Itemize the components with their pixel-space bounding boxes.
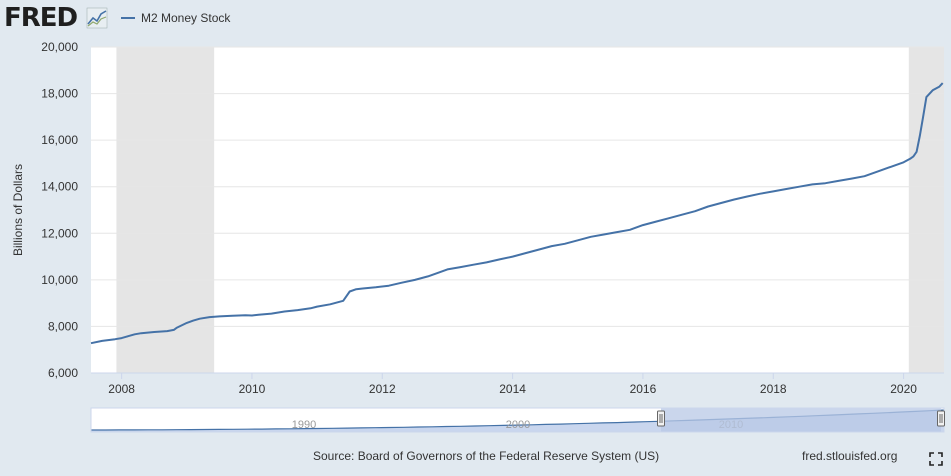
navigator: 199020002010 — [90, 407, 945, 433]
plot-background — [91, 47, 944, 373]
x-tick-label: 2008 — [108, 382, 135, 396]
grid-lines — [91, 46, 944, 374]
fred-logo[interactable]: FRED — [4, 3, 78, 33]
x-tick-label: 2014 — [499, 382, 526, 396]
legend-item[interactable]: M2 Money Stock — [121, 9, 230, 27]
recession-band-0 — [116, 47, 215, 373]
x-tick-label: 2010 — [239, 382, 266, 396]
y-tick-labels: 6,000 8,000 10,000 12,000 14,000 16,000 18,000… — [41, 40, 78, 380]
navigator-tick-label: 2000 — [506, 419, 530, 431]
navigator-handle-left[interactable] — [657, 410, 665, 427]
series-line-0[interactable] — [90, 82, 944, 345]
y-tick-label: 20,000 — [41, 40, 78, 54]
y-tick-label: 18,000 — [41, 87, 78, 101]
legend-swatch — [121, 17, 135, 19]
y-tick-label: 10,000 — [41, 273, 78, 287]
navigator-selected-range[interactable] — [661, 408, 941, 432]
navigator-handle-right[interactable] — [937, 410, 945, 427]
chart-header: FRED M2 Money Stock — [0, 0, 951, 36]
x-tick-label: 2018 — [760, 382, 787, 396]
x-tick-labels: 2008 2010 2012 2014 2016 2018 2020 — [108, 373, 917, 396]
series-layer — [90, 82, 944, 345]
navigator-tick-label: 1990 — [292, 419, 316, 431]
y-tick-label: 16,000 — [41, 133, 78, 147]
y-tick-label: 12,000 — [41, 226, 78, 240]
y-tick-label: 8,000 — [48, 319, 78, 333]
source-text[interactable]: Source: Board of Governors of the Federa… — [313, 449, 660, 463]
y-tick-label: 6,000 — [48, 366, 78, 380]
fullscreen-icon[interactable] — [929, 452, 943, 466]
x-tick-label: 2020 — [890, 382, 917, 396]
y-tick-label: 14,000 — [41, 180, 78, 194]
site-link[interactable]: fred.stlouisfed.org — [802, 449, 898, 463]
x-tick-label: 2012 — [369, 382, 396, 396]
line-chart-icon — [86, 7, 108, 29]
legend-label: M2 Money Stock — [141, 11, 231, 25]
x-tick-label: 2016 — [630, 382, 657, 396]
